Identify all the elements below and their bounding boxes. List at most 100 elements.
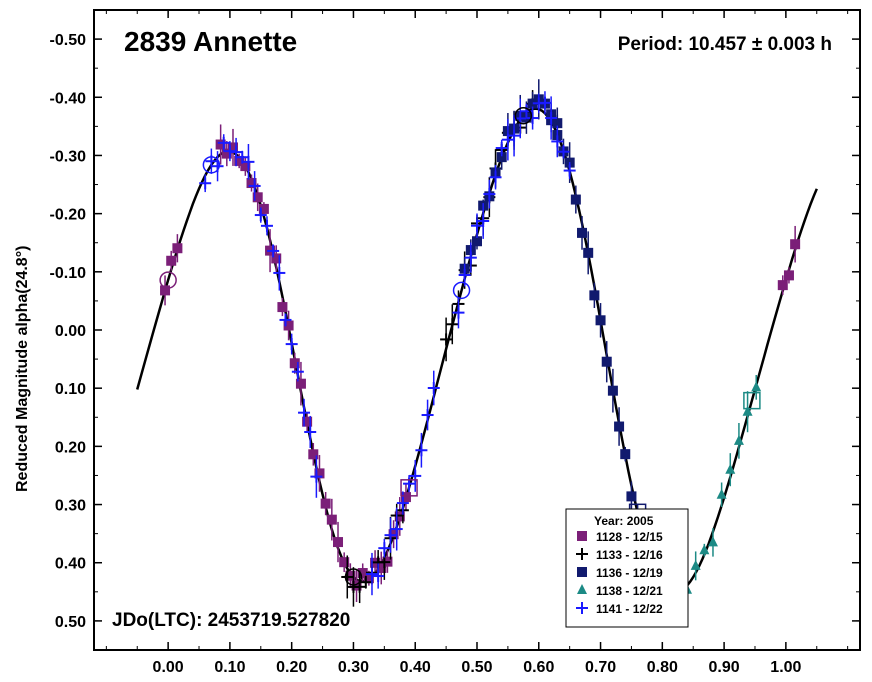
epoch-marker [743, 391, 761, 410]
data-point [440, 317, 453, 362]
data-point [742, 391, 753, 433]
data-point [538, 91, 551, 115]
data-point [351, 569, 362, 603]
y-tick-label: 0.30 [55, 498, 86, 515]
point-square [295, 378, 306, 389]
data-point [557, 144, 570, 159]
data-point [570, 185, 581, 214]
point-square [496, 152, 507, 163]
point-square [326, 514, 337, 525]
point-square [783, 270, 794, 281]
legend-label: 1133 - 12/16 [596, 548, 663, 562]
data-point [446, 304, 459, 345]
epoch-marker [344, 568, 363, 586]
data-point [254, 207, 267, 223]
x-tick-label: 0.60 [523, 659, 554, 676]
point-square [258, 203, 269, 214]
point-triangle [751, 381, 762, 392]
data-point [626, 481, 637, 512]
data-point [365, 552, 378, 596]
data-point [403, 475, 416, 493]
data-point [240, 156, 251, 176]
data-point [526, 106, 539, 130]
data-point [601, 341, 612, 383]
data-point [285, 333, 298, 355]
y-axis-label: Reduced Magnitude alpha(24.8°) [14, 246, 31, 492]
data-point [227, 128, 238, 166]
point-square [620, 449, 631, 460]
y-tick-label: -0.30 [50, 148, 87, 165]
data-point [489, 165, 502, 190]
y-tick-label: 0.20 [55, 439, 86, 456]
epoch-marker [202, 156, 221, 174]
point-square [246, 178, 257, 189]
data-point [252, 183, 263, 212]
point-square [601, 356, 612, 367]
data-point [783, 267, 794, 284]
point-square [271, 253, 282, 264]
point-square [215, 139, 226, 150]
point-square [400, 492, 411, 503]
epoch-label: JDo(LTC): 2453719.527820 [112, 610, 350, 631]
y-tick-label: 0.40 [55, 556, 86, 573]
epoch-marker [452, 281, 471, 300]
legend-swatch [577, 531, 587, 541]
data-point [320, 491, 331, 516]
legend-item: 1141 - 12/22 [576, 602, 663, 616]
point-square [289, 358, 300, 369]
point-square [363, 573, 374, 584]
data-point [751, 375, 762, 400]
legend: Year: 2005 1128 - 12/15 1133 - 12/16 1136 … [565, 508, 689, 628]
data-point [291, 362, 304, 382]
data-point [289, 352, 300, 374]
axis-ticks [94, 10, 860, 650]
data-point [221, 141, 232, 167]
point-square [227, 142, 238, 153]
point-square [221, 148, 232, 159]
data-point [236, 150, 249, 164]
data-point [545, 96, 558, 140]
x-tick-label: 1.00 [770, 659, 801, 676]
data-point [607, 368, 618, 413]
legend-item: 1128 - 12/15 [577, 530, 663, 544]
legend-swatch [577, 567, 587, 577]
point-square [376, 562, 387, 573]
data-point [620, 446, 631, 462]
point-square [589, 290, 600, 301]
data-point [477, 203, 490, 239]
x-tick-label: 0.40 [400, 659, 431, 676]
x-tick-labels: 0.00 0.10 0.20 0.30 0.40 0.50 0.60 0.70 0.80 0.90… [153, 659, 802, 676]
data-point [260, 216, 273, 236]
data-point [400, 484, 411, 511]
point-square [570, 194, 581, 205]
x-tick-label: 0.90 [709, 659, 740, 676]
data-point [246, 174, 257, 192]
data-point [234, 153, 245, 169]
data-point [357, 563, 368, 583]
data-point [326, 498, 337, 541]
point-square [172, 243, 183, 254]
data-point [384, 517, 397, 553]
epoch-marker [159, 271, 177, 289]
data-point [359, 575, 372, 589]
data-point [427, 370, 440, 406]
legend-swatch [577, 584, 587, 594]
fit-curve [135, 107, 818, 594]
point-square [252, 192, 263, 203]
legend-label: 1136 - 12/19 [596, 566, 663, 580]
point-square [166, 255, 177, 266]
legend-item: 1136 - 12/19 [577, 566, 663, 580]
x-tick-label: 0.30 [338, 659, 369, 676]
data-point [166, 250, 177, 271]
x-tick-label: 0.50 [461, 659, 492, 676]
point-square [333, 537, 344, 548]
legend-label: 1141 - 12/22 [596, 602, 663, 616]
point-square [234, 155, 245, 166]
point-square [351, 580, 362, 591]
data-point [725, 453, 736, 487]
epoch-marker [514, 106, 533, 125]
data-point [333, 521, 344, 563]
data-point [378, 538, 391, 558]
data-point [409, 460, 422, 492]
